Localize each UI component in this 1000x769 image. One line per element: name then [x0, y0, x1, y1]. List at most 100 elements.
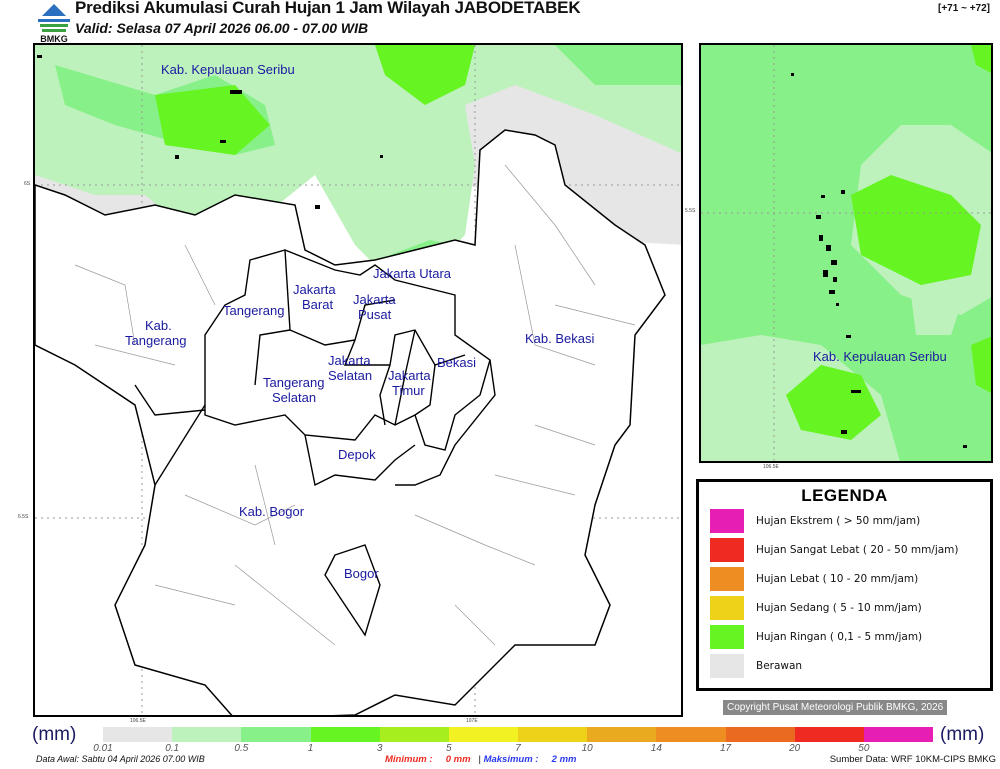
- label-tangerang-selatan: Tangerang: [263, 375, 324, 390]
- min-max-summary: Minimum : 0 mm | Maksimum : 2 mm: [385, 754, 577, 765]
- legend-item: Hujan Ringan ( 0,1 - 5 mm/jam): [699, 622, 990, 651]
- color-scale-tick-label: 1: [307, 743, 314, 754]
- legend-label: Hujan Sedang ( 5 - 10 mm/jam): [756, 601, 922, 614]
- minimum-label: Minimum :: [385, 754, 433, 765]
- color-scale-segment: [518, 727, 588, 742]
- light-rain-area: [701, 340, 761, 445]
- rain-area-1-3: [971, 45, 991, 393]
- legend-item: Hujan Sangat Lebat ( 20 - 50 mm/jam): [699, 535, 990, 564]
- color-scale-tick-label: 50: [858, 743, 870, 754]
- color-scale-tick-label: 3: [376, 743, 383, 754]
- copyright-notice: Copyright Pusat Meteorologi Publik BMKG,…: [723, 700, 948, 715]
- main-map[interactable]: Kab. Kepulauan Seribu Jakarta Utara Jaka…: [33, 43, 683, 717]
- rain-area-1-3: [155, 85, 270, 155]
- color-scale-tick-label: 17: [719, 743, 732, 754]
- valid-time: Valid: Selasa 07 April 2026 06.00 - 07.0…: [75, 20, 369, 36]
- subdistrict-boundaries: [74, 164, 636, 646]
- color-scale-segment: [379, 727, 449, 742]
- unit-label-right: (mm): [940, 724, 985, 745]
- logo-text: BMKG: [40, 34, 68, 44]
- land-jabodetabek: [35, 129, 666, 715]
- color-scale-segment: [725, 727, 795, 742]
- axis-lon-107e: 107E: [466, 718, 478, 724]
- page-title: Prediksi Akumulasi Curah Hujan 1 Jam Wil…: [75, 0, 581, 17]
- inset-axis-lat: 5.5S: [685, 208, 696, 214]
- color-scale-tick-label: 20: [789, 743, 801, 754]
- color-scale-segment: [103, 727, 173, 742]
- axis-lon-106-5e: 106.5E: [130, 718, 146, 724]
- color-scale-segment: [794, 727, 864, 742]
- color-scale-tick-label: 10: [581, 743, 593, 754]
- label-tangerang-selatan-2: Selatan: [272, 390, 316, 405]
- legend-label: Hujan Lebat ( 10 - 20 mm/jam): [756, 572, 919, 585]
- color-scale-tick-label: 0.1: [165, 743, 180, 754]
- label-kab-kepulauan-seribu-inset: Kab. Kepulauan Seribu: [813, 349, 947, 364]
- axis-lat-6s-outer: 6S: [24, 181, 31, 187]
- label-jakarta-barat-2: Barat: [302, 297, 333, 312]
- color-scale-tick-label: 5: [446, 743, 452, 754]
- color-scale-segment: [863, 727, 934, 742]
- label-kab-bogor: Kab. Bogor: [239, 504, 305, 519]
- legend-box: LEGENDA Hujan Ekstrem ( > 50 mm/jam) Huj…: [696, 479, 993, 691]
- legend-label: Hujan Sangat Lebat ( 20 - 50 mm/jam): [756, 543, 959, 556]
- label-tangerang: Tangerang: [223, 303, 284, 318]
- label-jakarta-timur-2: Timur: [392, 383, 425, 398]
- legend-swatch: [710, 595, 744, 620]
- color-scale-segment: [172, 727, 242, 742]
- rain-area-0-5: [701, 45, 781, 65]
- legend-item: Hujan Lebat ( 10 - 20 mm/jam): [699, 564, 990, 593]
- label-kab-tangerang-2: Tangerang: [125, 333, 186, 348]
- color-scale-tick-label: 14: [650, 743, 662, 754]
- legend-item: Hujan Sedang ( 5 - 10 mm/jam): [699, 593, 990, 622]
- color-scale-segment: [448, 727, 519, 742]
- islands: [37, 55, 383, 209]
- legend-title: LEGENDA: [801, 486, 888, 505]
- rain-area-1-3: [851, 175, 981, 285]
- maksimum-label: Maksimum :: [483, 754, 539, 765]
- label-depok: Depok: [338, 447, 376, 462]
- label-jakarta-barat: Jakarta: [293, 282, 336, 297]
- color-scale-tick-label: 0.01: [93, 743, 113, 754]
- inset-axis-lon: 106.5E: [763, 464, 779, 470]
- legend-swatch: [710, 624, 744, 649]
- legend-swatch: [710, 508, 744, 533]
- legend-swatch: [710, 566, 744, 591]
- label-jakarta-selatan: Jakarta: [328, 353, 371, 368]
- label-jakarta-pusat: Jakarta: [353, 292, 396, 307]
- label-jakarta-timur: Jakarta: [388, 368, 431, 383]
- rain-area-1-3: [786, 365, 881, 440]
- legend-label: Berawan: [756, 659, 803, 672]
- color-scale-bar: [103, 727, 934, 742]
- color-scale-tick-label: 0.5: [234, 743, 249, 754]
- axis-lat-6-5s-outer: 6.5S: [18, 514, 29, 520]
- color-scale-segment: [310, 727, 380, 742]
- unit-label-left: (mm): [32, 724, 77, 745]
- label-bogor: Bogor: [344, 566, 379, 581]
- legend-label: Hujan Ringan ( 0,1 - 5 mm/jam): [756, 630, 923, 643]
- legend-item: Hujan Ekstrem ( > 50 mm/jam): [699, 506, 990, 535]
- bmkg-logo: BMKG: [34, 2, 74, 44]
- color-scale-segment: [241, 727, 311, 742]
- label-kab-bekasi: Kab. Bekasi: [525, 331, 594, 346]
- forecast-hour-range: [+71 ~ +72]: [938, 3, 990, 14]
- data-awal: Data Awal: Sabtu 04 April 2026 07.00 WIB: [36, 754, 205, 764]
- rain-area-1-3: [375, 45, 475, 105]
- label-jakarta-utara: Jakarta Utara: [373, 266, 452, 281]
- label-jakarta-pusat-2: Pusat: [358, 307, 392, 322]
- color-scale-segment: [656, 727, 726, 742]
- legend-swatch: [710, 653, 744, 678]
- district-boundaries: [134, 249, 496, 637]
- legend-item: Berawan: [699, 651, 990, 680]
- color-scale-tick-label: 7: [515, 743, 521, 754]
- islands: [791, 73, 967, 448]
- legend-swatch: [710, 537, 744, 562]
- light-rain-area: [911, 295, 961, 335]
- color-scale-segment: [587, 727, 657, 742]
- maksimum-value: 2 mm: [551, 754, 577, 765]
- label-kab-tangerang: Kab.: [145, 318, 172, 333]
- label-jakarta-selatan-2: Selatan: [328, 368, 372, 383]
- inset-map-kepulauan-seribu[interactable]: Kab. Kepulauan Seribu: [699, 43, 993, 463]
- minimum-value: 0 mm: [445, 754, 471, 765]
- label-kab-kepulauan-seribu: Kab. Kepulauan Seribu: [161, 62, 295, 77]
- label-bekasi: Bekasi: [437, 355, 476, 370]
